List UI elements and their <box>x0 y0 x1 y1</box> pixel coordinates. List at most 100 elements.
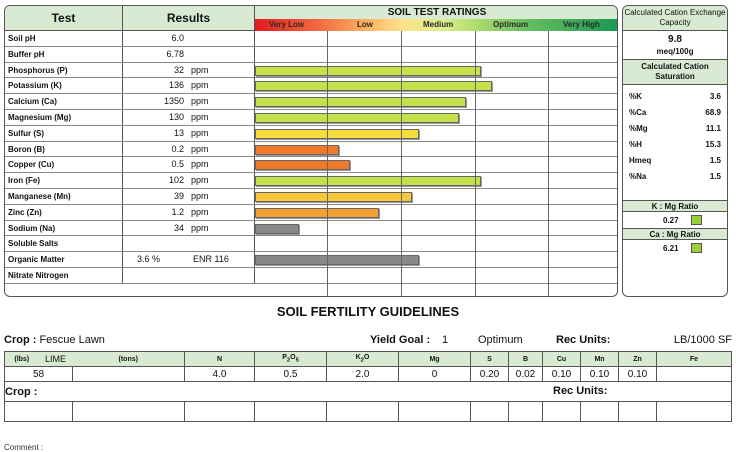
result-unit: ppm <box>191 112 209 122</box>
test-name: Organic Matter <box>5 252 123 268</box>
rating-bar <box>255 176 481 187</box>
k2o-header: K2O <box>326 351 399 367</box>
test-name: Iron (Fe) <box>5 173 123 189</box>
ratings-gradient <box>255 19 617 31</box>
table-row: Iron (Fe) 102 ppm <box>5 173 617 189</box>
mg-header: Mg <box>398 351 471 367</box>
saturation-value: 3.6 <box>709 92 721 101</box>
table-row: Zinc (Zn) 1.2 ppm <box>5 204 617 221</box>
rating-level-label: Optimum <box>493 20 529 29</box>
saturation-key: Hmeq <box>629 156 652 165</box>
result-cell <box>123 236 255 252</box>
ratio-indicator <box>691 215 702 225</box>
yield-extra: Optimum <box>478 334 523 346</box>
fe-value <box>656 366 732 382</box>
result-value: 136 <box>168 80 184 91</box>
result-value: 6.0 <box>171 33 184 43</box>
result-cell: 3.6 % ENR 116 <box>123 252 255 268</box>
result-unit: ppm <box>191 64 209 75</box>
grid-line <box>327 31 328 296</box>
yield-value: 1 <box>442 334 449 346</box>
result-cell: 6.0 <box>123 31 255 46</box>
result-cell: 0.2 ppm <box>123 141 255 157</box>
rating-level-label: Very Low <box>269 20 305 29</box>
ratings-header: SOIL TEST RATINGS Very Low Low Medium Op… <box>255 6 617 31</box>
result-value: 3.6 % <box>137 254 161 265</box>
fe-header: Fe <box>656 351 732 367</box>
rec-units-value: LB/1000 SF <box>673 334 732 346</box>
result-value: 0.2 <box>171 143 184 154</box>
saturation-key: %Ca <box>629 108 647 117</box>
rec2-units-label: Rec Units: <box>553 385 608 397</box>
lime-lbs-header: (lbs) <box>4 351 39 367</box>
result-unit: ppm <box>191 143 209 154</box>
rating-bar <box>255 113 459 123</box>
n-header: N <box>184 351 255 367</box>
cec-value: 9.8 <box>668 34 682 45</box>
table-row: Boron (B) 0.2 ppm <box>5 141 617 158</box>
result-unit: ppm <box>191 222 209 233</box>
result-cell: 102 ppm <box>123 173 255 189</box>
result-unit: ppm <box>191 206 209 217</box>
result-value: 6.78 <box>166 48 184 59</box>
cu-value: 0.10 <box>542 366 581 382</box>
p2o5-value: 0.5 <box>254 366 327 382</box>
saturation-value: 1.5 <box>709 172 721 181</box>
table-row: Potassium (K) 136 ppm <box>5 78 617 95</box>
saturation-value: 11.1 <box>705 124 721 133</box>
n-value: 4.0 <box>184 366 255 382</box>
result-value: 130 <box>168 112 184 122</box>
zn-value: 0.10 <box>618 366 657 382</box>
ca-mg-value: 6.21 <box>663 244 679 253</box>
comment-label: Comment : <box>4 443 44 452</box>
table-row: Sulfur (S) 13 ppm <box>5 125 617 142</box>
result-unit: ppm <box>191 175 209 186</box>
rating-level-label: Low <box>357 20 373 29</box>
rating-bar <box>255 144 339 155</box>
table-row: Soil pH 6.0 <box>5 31 617 47</box>
test-name: Copper (Cu) <box>5 157 123 173</box>
table-row: Organic Matter 3.6 % ENR 116 <box>5 252 617 268</box>
grid-line <box>548 31 549 296</box>
mg-value: 0 <box>398 366 471 382</box>
result-cell: 39 ppm <box>123 189 255 204</box>
rating-bar <box>255 207 379 218</box>
result-value: 39 <box>173 191 184 201</box>
k-mg-value: 0.27 <box>663 216 679 225</box>
result-value: 34 <box>173 222 184 233</box>
result-unit: ppm <box>191 127 209 138</box>
rating-level-label: Medium <box>423 20 454 29</box>
lime-lbs-value: 58 <box>4 366 73 382</box>
grid-line <box>475 31 476 296</box>
lime-header: LIME <box>38 351 73 367</box>
saturation-key: %H <box>629 140 642 149</box>
cec-unit: meq/100g <box>656 47 694 56</box>
test-name: Sulfur (S) <box>5 125 123 141</box>
rating-bar <box>255 160 350 171</box>
result-cell: 130 ppm <box>123 110 255 125</box>
rating-bar <box>255 65 481 76</box>
table-row: Buffer pH 6.78 <box>5 46 617 63</box>
result-cell: 32 ppm <box>123 62 255 78</box>
s-value: 0.20 <box>470 366 509 382</box>
test-name: Buffer pH <box>5 46 123 62</box>
k2o-value: 2.0 <box>326 366 399 382</box>
result-unit: ppm <box>191 80 209 91</box>
ratio-indicator <box>691 243 702 253</box>
mn-header: Mn <box>580 351 619 367</box>
saturation-value: 15.3 <box>705 140 721 149</box>
rating-bar <box>255 97 467 108</box>
crop-label: Crop : <box>4 334 37 346</box>
test-name: Phosphorus (P) <box>5 62 123 78</box>
test-name: Soil pH <box>5 31 123 46</box>
grid-line <box>401 31 402 296</box>
rating-bar <box>255 128 419 139</box>
test-header: Test <box>5 6 123 31</box>
rating-bar <box>255 223 299 234</box>
table-row: Phosphorus (P) 32 ppm <box>5 62 617 79</box>
k-mg-title: K : Mg Ratio <box>623 200 727 212</box>
table-row: Sodium (Na) 34 ppm <box>5 220 617 237</box>
ratings-title: SOIL TEST RATINGS <box>255 6 617 19</box>
saturation-value: 1.5 <box>709 156 721 165</box>
test-name: Magnesium (Mg) <box>5 110 123 125</box>
